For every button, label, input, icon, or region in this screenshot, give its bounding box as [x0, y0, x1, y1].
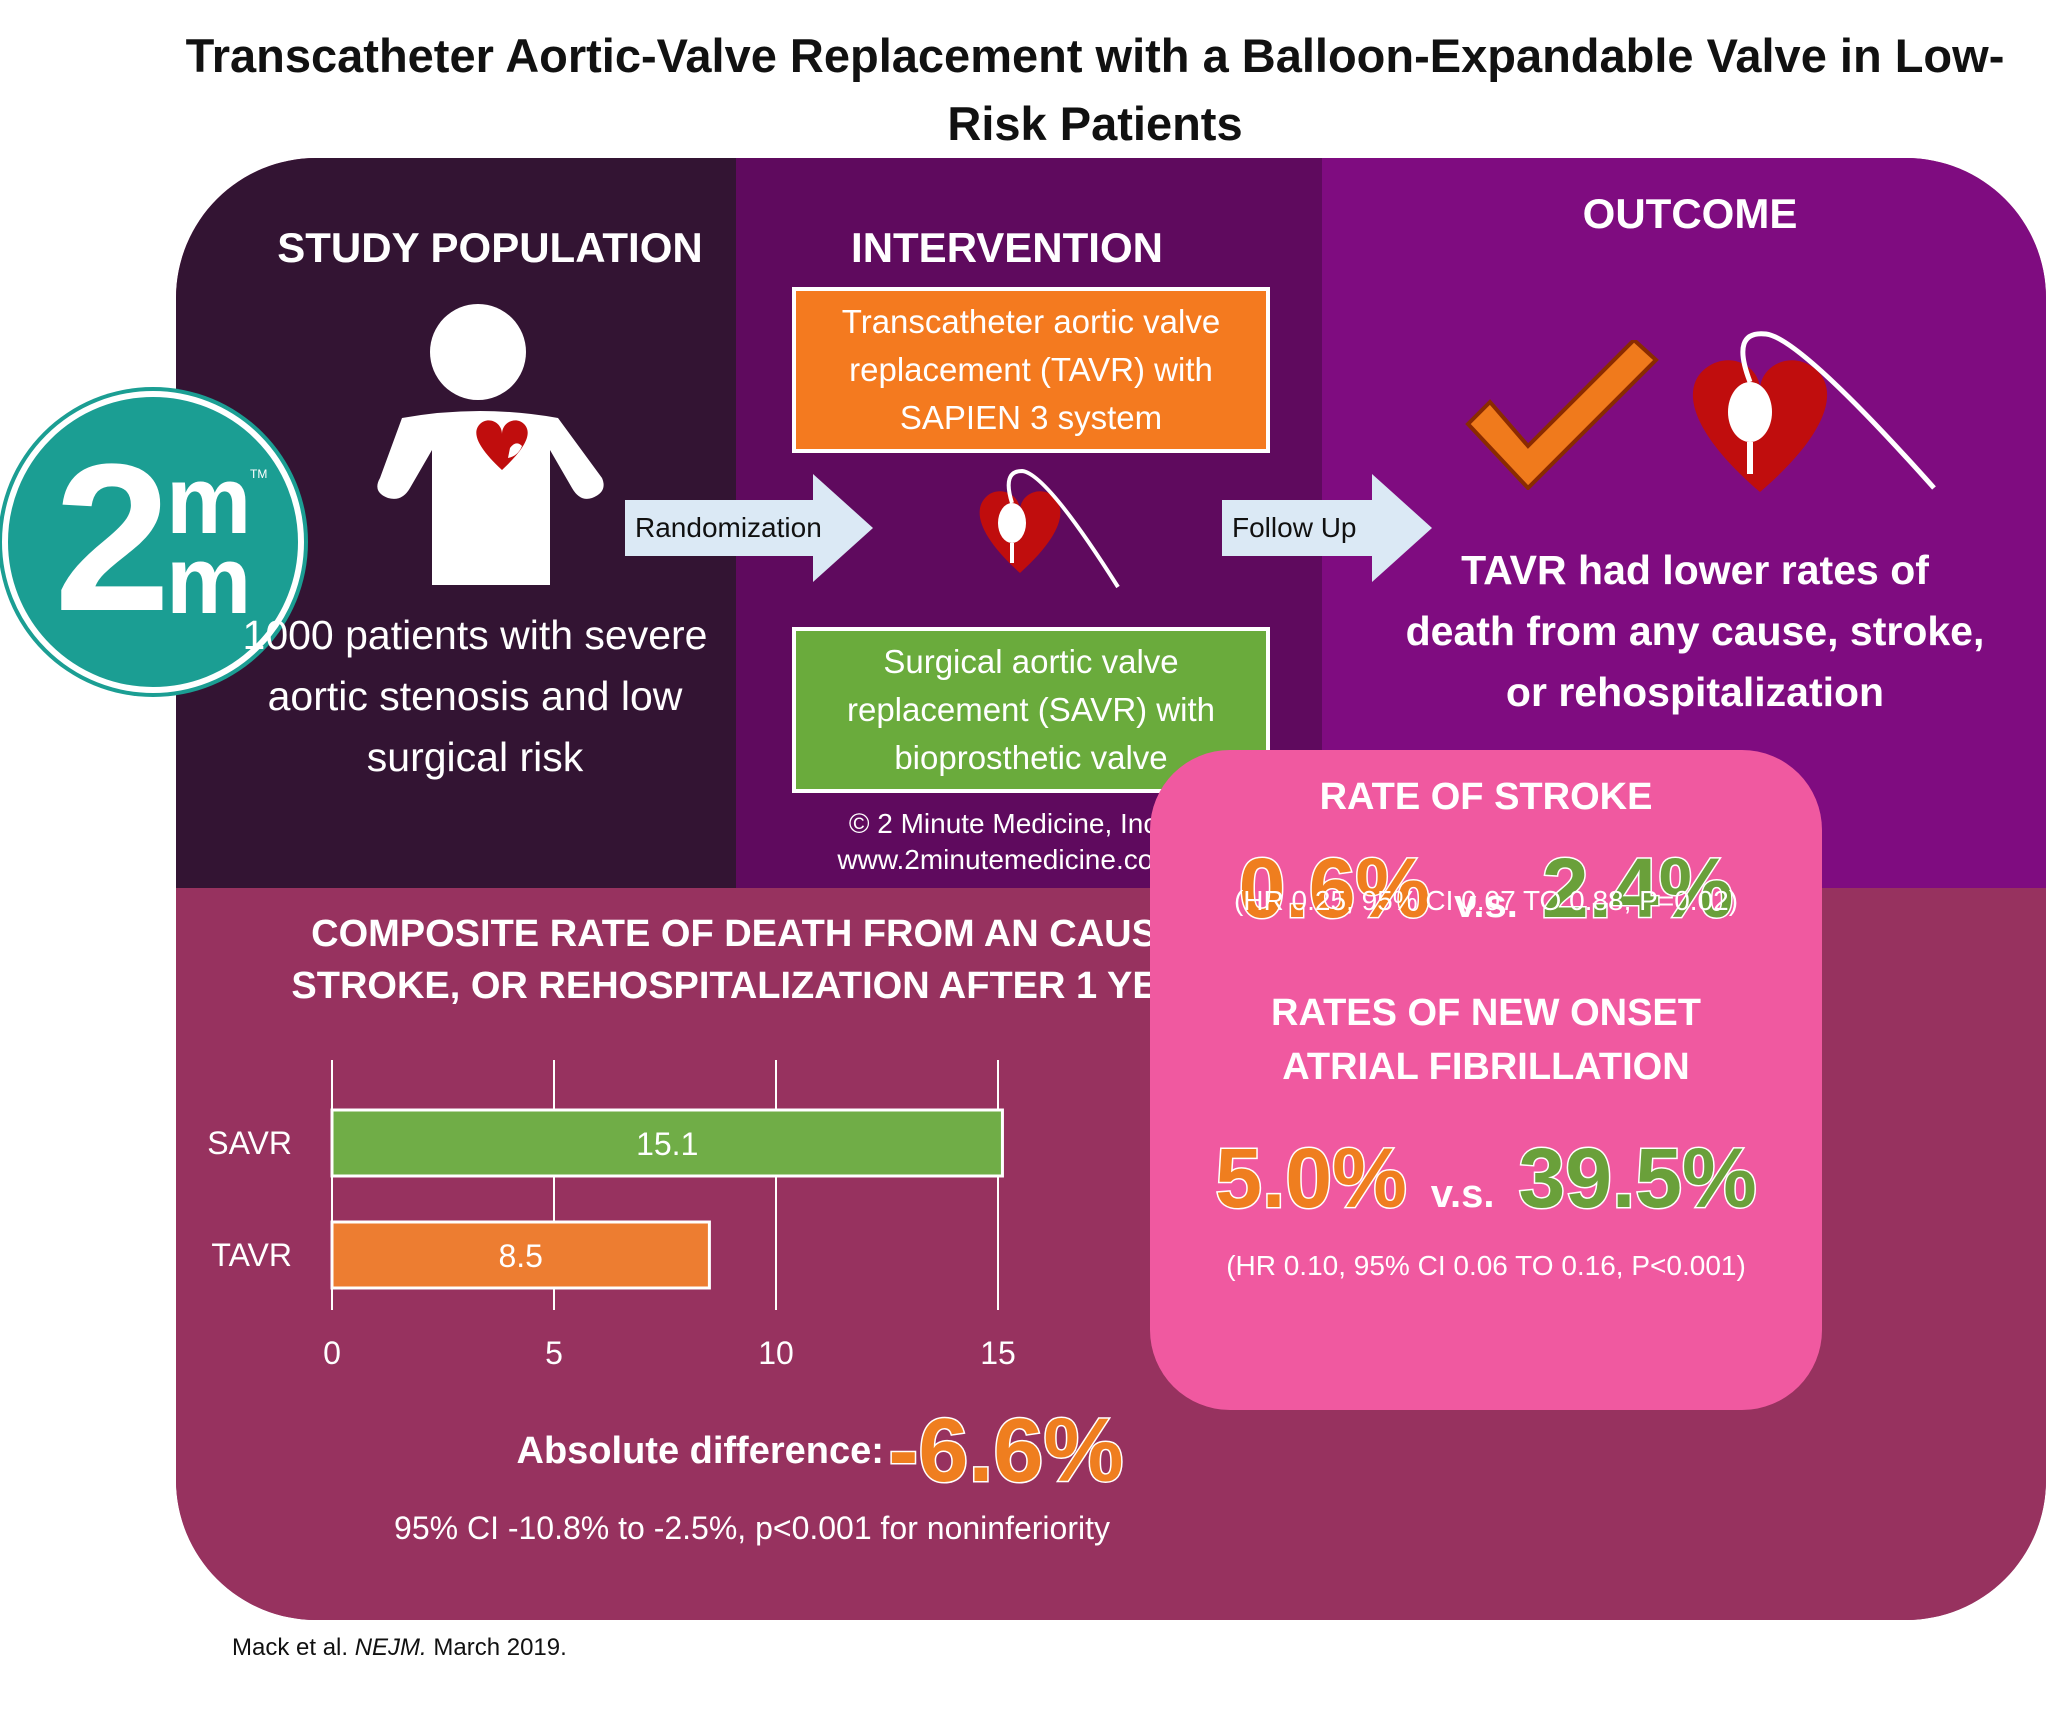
x-tick-label: 5 [545, 1335, 563, 1371]
intervention-heading: INTERVENTION [851, 224, 1163, 271]
randomization-arrow: Randomization [625, 474, 873, 582]
bar-tavr [330, 1220, 711, 1290]
afib-stats: (HR 0.10, 95% CI 0.06 TO 0.16, P<0.001) [1226, 1250, 1746, 1281]
savr-box: Surgical aortic valve replacement (SAVR)… [792, 627, 1270, 793]
study-population-heading: STUDY POPULATION [277, 224, 703, 271]
copyright: © 2 Minute Medicine, Inc. www.2minutemed… [837, 808, 1177, 875]
stroke-tavr-value: 0.6% [1237, 840, 1431, 937]
x-tick-label: 15 [980, 1335, 1016, 1371]
afib-values: 5.0% v.s. 39.5% [1214, 1130, 1758, 1227]
stroke-stats: (HR 0.25, 95% CI 0.07 TO 0.88, P=0.02) [1233, 885, 1739, 916]
page-title: Transcatheter Aortic-Valve Replacement w… [185, 29, 2005, 150]
heart-icon [476, 420, 528, 470]
afib-savr-value: 39.5% [1517, 1130, 1758, 1227]
x-tick-label: 10 [758, 1335, 794, 1371]
follow-up-arrow: Follow Up [1222, 474, 1432, 582]
afib-heading: RATES OF NEW ONSET ATRIAL FIBRILLATION [1271, 992, 1701, 1088]
stats-panel: RATE OF STROKE 0.6% v.s. 2.4% (HR 0.25, 95… [1150, 750, 1822, 1410]
outcome-text: TAVR had lower rates of death from any c… [1405, 547, 1985, 715]
tavr-box: Transcatheter aortic valve replacement (… [792, 287, 1270, 453]
2m-logo: 2 m m TM [2, 391, 304, 693]
stroke-savr-value: 2.4% [1540, 840, 1734, 937]
composite-chart-title: COMPOSITE RATE OF DEATH FROM AN CAUSE, S… [291, 913, 1213, 1007]
checkmark-icon [1465, 340, 1659, 490]
reference: Mack et al. NEJM. March 2019. [232, 1634, 567, 1661]
person-icon [377, 304, 604, 585]
data-label: 15.1 [636, 1126, 698, 1162]
randomization-label: Randomization [635, 512, 822, 543]
absolute-difference-label: Absolute difference: [516, 1430, 884, 1472]
data-label: 8.5 [498, 1238, 542, 1274]
stroke-heading: RATE OF STROKE [1319, 776, 1653, 818]
heart-valve-catheter-icon [979, 468, 1120, 589]
afib-tavr-value: 5.0% [1214, 1130, 1408, 1227]
stroke-values: 0.6% v.s. 2.4% [1237, 840, 1735, 937]
heart-valve-catheter-icon [1692, 331, 1936, 492]
study-population-text: 1000 patients with severe aortic stenosi… [242, 612, 708, 780]
outcome-heading: OUTCOME [1582, 190, 1798, 237]
confidence-interval-text: 95% CI -10.8% to -2.5%, p<0.001 for noni… [394, 1510, 1110, 1546]
x-tick-label: 0 [323, 1335, 341, 1371]
absolute-difference: Absolute difference: -6.6% [420, 1400, 1220, 1503]
category-label: SAVR [207, 1125, 292, 1161]
bar-savr [330, 1108, 1004, 1178]
follow-up-label: Follow Up [1232, 512, 1357, 543]
absolute-difference-value: -6.6% [887, 1400, 1125, 1503]
category-label: TAVR [211, 1237, 292, 1273]
